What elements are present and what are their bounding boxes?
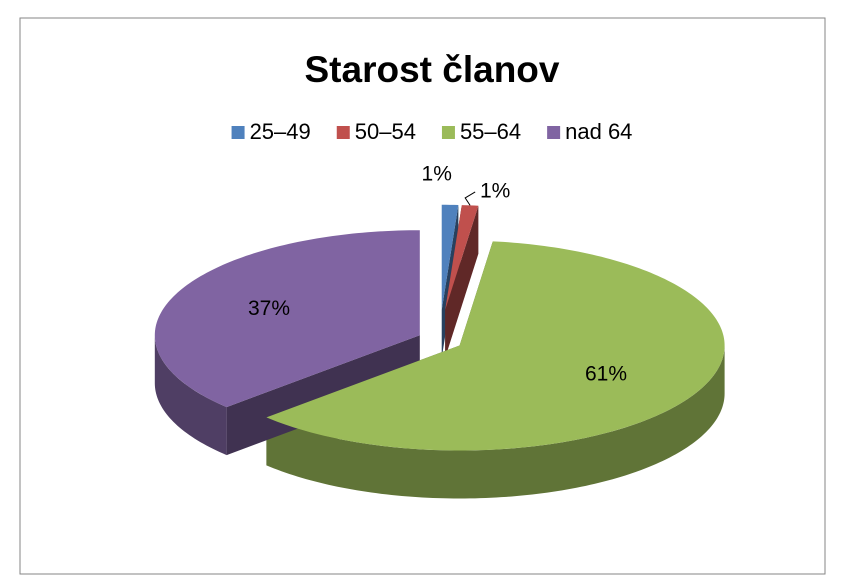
legend-swatch xyxy=(336,126,350,139)
data-label: 1% xyxy=(422,162,452,185)
pie-slice-wall xyxy=(445,205,479,358)
legend-swatch xyxy=(547,126,561,139)
legend-swatch xyxy=(441,126,455,139)
pie-slice xyxy=(266,241,725,451)
pie-tops xyxy=(154,204,725,451)
pie-slice xyxy=(154,230,420,408)
leader-line xyxy=(464,191,476,206)
pie-slice xyxy=(441,204,459,310)
pie-slice xyxy=(445,205,479,310)
pie-slice-side xyxy=(266,345,725,499)
legend-label: 25–49 xyxy=(250,119,311,144)
legend-label: 50–54 xyxy=(355,119,416,144)
legend-label: nad 64 xyxy=(565,119,632,144)
data-label: 1% xyxy=(480,179,510,202)
chart-title: Starost članov xyxy=(305,49,560,90)
legend-swatch xyxy=(231,126,245,139)
data-label: 61% xyxy=(585,363,627,386)
pie-slice-side xyxy=(154,335,227,456)
legend-label: 55–64 xyxy=(460,119,521,144)
data-label: 37% xyxy=(248,297,290,320)
legend: 25–49 50–54 55–64 nad 64 xyxy=(231,119,632,144)
pie-slice-wall xyxy=(226,335,420,456)
